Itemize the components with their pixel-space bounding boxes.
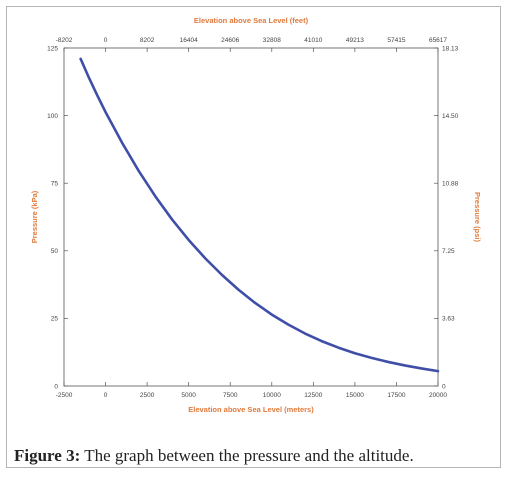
y-left-tick-label: 100 bbox=[47, 113, 58, 120]
y-left-axis-title: Pressure (kPa) bbox=[30, 190, 39, 243]
y-left-tick-label: 50 bbox=[51, 248, 59, 255]
caption-text: The graph between the pressure and the a… bbox=[80, 446, 414, 465]
y-left-tick-label: 0 bbox=[54, 383, 58, 390]
y-right-tick-label: 0 bbox=[442, 383, 446, 390]
x-top-tick-label: 16404 bbox=[180, 37, 198, 44]
y-left-tick-label: 75 bbox=[51, 181, 59, 188]
x-bottom-tick-label: 0 bbox=[104, 392, 108, 399]
x-top-tick-label: 65617 bbox=[429, 37, 447, 44]
y-right-tick-label: 10.88 bbox=[442, 181, 459, 188]
x-top-tick-label: -8202 bbox=[56, 37, 73, 44]
y-right-tick-label: 3.63 bbox=[442, 316, 455, 323]
x-top-axis-title: Elevation above Sea Level (feet) bbox=[194, 16, 309, 25]
x-bottom-tick-label: 20000 bbox=[429, 392, 447, 399]
x-bottom-tick-label: 17500 bbox=[387, 392, 405, 399]
x-bottom-tick-label: 2500 bbox=[140, 392, 155, 399]
x-top-tick-label: 41010 bbox=[304, 37, 322, 44]
caption-label: Figure 3: bbox=[14, 446, 81, 465]
x-bottom-tick-label: 15000 bbox=[346, 392, 364, 399]
y-right-tick-label: 7.25 bbox=[442, 248, 455, 255]
y-right-tick-label: 18.13 bbox=[442, 45, 459, 52]
x-bottom-tick-label: 7500 bbox=[223, 392, 238, 399]
figure-caption: Figure 3: The graph between the pressure… bbox=[14, 446, 504, 466]
x-top-tick-label: 49213 bbox=[346, 37, 364, 44]
x-bottom-axis-title: Elevation above Sea Level (meters) bbox=[188, 405, 314, 414]
x-bottom-tick-label: -2500 bbox=[56, 392, 73, 399]
pressure-altitude-chart: -2500 0 2500 5000 7500 10000 12500 15000 17500 20… bbox=[30, 16, 482, 414]
x-bottom-tick-label: 10000 bbox=[263, 392, 281, 399]
y-left-tick-label: 125 bbox=[47, 45, 58, 52]
x-top-tick-label: 57415 bbox=[387, 37, 405, 44]
x-bottom-tick-label: 12500 bbox=[304, 392, 322, 399]
series-line bbox=[79, 57, 440, 373]
x-top-tick-label: 32808 bbox=[263, 37, 281, 44]
plot-area bbox=[63, 47, 439, 387]
y-right-tick-label: 14.50 bbox=[442, 113, 459, 120]
x-top-tick-label: 24606 bbox=[221, 37, 239, 44]
x-top-tick-label: 0 bbox=[104, 37, 108, 44]
y-right-axis-title: Pressure (psi) bbox=[473, 192, 482, 243]
x-bottom-tick-label: 5000 bbox=[181, 392, 196, 399]
x-top-tick-label: 8202 bbox=[140, 37, 155, 44]
y-left-tick-label: 25 bbox=[51, 316, 59, 323]
